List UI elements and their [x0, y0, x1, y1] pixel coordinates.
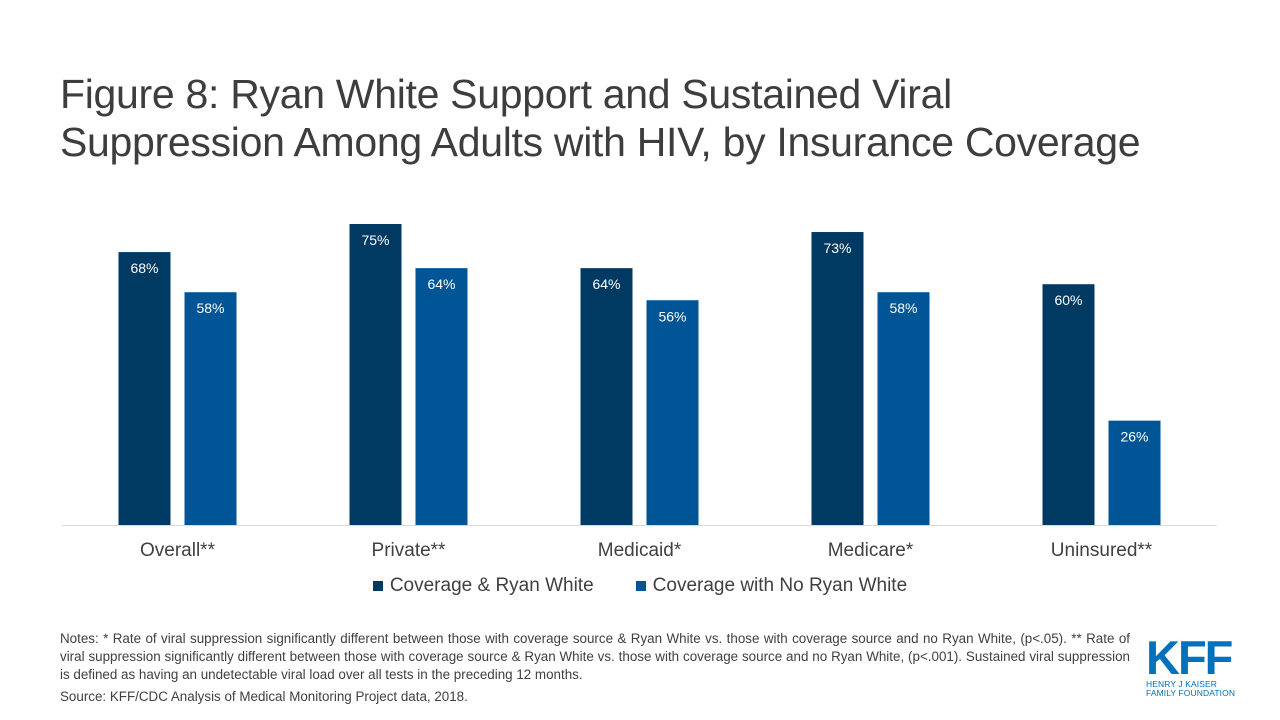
chart-source: Source: KFF/CDC Analysis of Medical Moni…: [60, 689, 468, 704]
category-label: Overall**: [140, 540, 216, 561]
chart-notes: Notes: * Rate of viral suppression signi…: [60, 631, 1130, 682]
kff-logo: KFF HENRY J KAISER FAMILY FOUNDATION: [1146, 631, 1236, 698]
bar-series-2: [184, 292, 237, 525]
category-label: Private**: [372, 540, 447, 561]
bar-series-2: [877, 292, 930, 525]
chart-title: Figure 8: Ryan White Support and Sustain…: [60, 70, 1240, 166]
bar-series-2: [646, 300, 699, 525]
data-label: 75%: [361, 232, 389, 248]
legend-label-series-2: Coverage with No Ryan White: [652, 575, 908, 596]
data-label: 64%: [427, 276, 455, 292]
data-label: 64%: [592, 276, 620, 292]
data-label: 56%: [658, 308, 686, 324]
bar-series-1: [580, 268, 633, 525]
legend-swatch-series-1: [372, 581, 383, 591]
chart-title-line-2: Suppression Among Adults with HIV, by In…: [60, 119, 1141, 165]
bar-series-1: [118, 252, 171, 526]
data-label: 58%: [196, 300, 224, 316]
data-label: 73%: [823, 240, 851, 256]
legend-item-series-1: Coverage & Ryan White: [372, 574, 594, 598]
logo-line-1: HENRY J KAISER: [1146, 679, 1217, 689]
category-label: Medicare*: [828, 540, 914, 561]
data-label: 58%: [889, 300, 917, 316]
data-label: 60%: [1054, 292, 1082, 308]
chart-title-line-1: Figure 8: Ryan White Support and Sustain…: [60, 71, 952, 117]
legend-label-series-1: Coverage & Ryan White: [389, 575, 594, 596]
legend-item-series-2: Coverage with No Ryan White: [635, 574, 908, 598]
bar-series-1: [349, 224, 402, 525]
bar-series-1: [811, 232, 864, 525]
data-label: 68%: [130, 260, 158, 276]
category-label: Medicaid*: [598, 540, 682, 561]
logo-line-2: FAMILY FOUNDATION: [1146, 688, 1236, 698]
legend-swatch-series-2: [635, 581, 646, 591]
logo-mark: KFF: [1146, 631, 1233, 684]
bar-series-2: [1108, 420, 1161, 525]
bar-series-1: [1042, 284, 1095, 525]
category-label: Uninsured**: [1051, 540, 1153, 561]
bar-series-2: [415, 268, 468, 525]
bar-chart: 68% 58% Overall** 75% 64% Private** 64% 56% Medi…: [62, 224, 1217, 561]
data-label: 26%: [1120, 429, 1148, 445]
chart-legend: Coverage & Ryan White Coverage with No R…: [0, 574, 1280, 598]
